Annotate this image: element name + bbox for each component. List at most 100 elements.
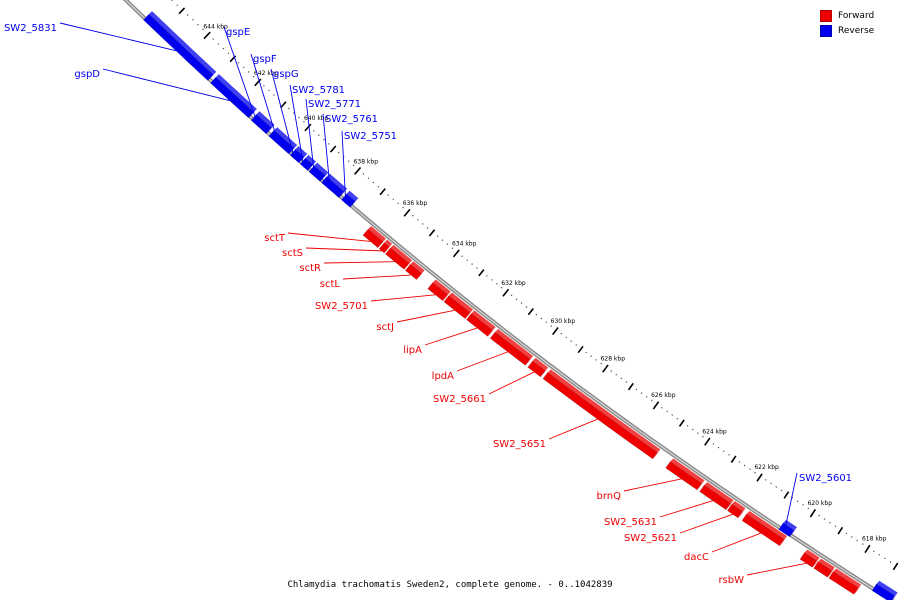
- ruler-minor-tick: [635, 388, 638, 391]
- gene-label-sctt: sctT: [264, 233, 286, 244]
- gene-rsbw: [799, 549, 820, 568]
- ruler-minor-tick: [248, 71, 250, 73]
- gene-depth-face: [876, 580, 898, 596]
- ruler-tick-label: 642 kbp: [254, 70, 279, 77]
- ruler-minor-tick: [585, 351, 587, 354]
- ruler-minor-tick: [535, 313, 538, 316]
- gene-label-gspg: gspG: [273, 69, 299, 80]
- ruler-minor-tick: [348, 160, 350, 162]
- gene-end-face: [207, 71, 217, 81]
- ruler-minor-tick: [243, 66, 245, 69]
- ruler-minor-tick: [367, 177, 370, 179]
- genome-caption: Chlamydia trachomatis Sweden2, complete …: [287, 580, 613, 590]
- ruler-minor-tick: [298, 116, 300, 119]
- gene-sw2-5701: [427, 279, 451, 302]
- gene-front-face: [289, 148, 305, 164]
- ruler-minor-tick: [338, 151, 340, 154]
- gene-sw2-5621: [727, 501, 746, 519]
- gene-label-sctl: sctL: [320, 279, 341, 290]
- gene-end-face: [812, 557, 820, 568]
- gene-depth-face: [432, 279, 451, 295]
- ruler-minor-tick: [222, 47, 225, 50]
- ruler-minor-tick: [466, 259, 468, 261]
- ruler-minor-tick: [303, 121, 305, 123]
- ruler-minor-tick: [661, 407, 663, 409]
- gene-label-dacc: dacC: [684, 552, 709, 563]
- ruler-minor-tick: [377, 186, 380, 188]
- gene-end-face: [266, 124, 275, 134]
- gene-sctt: [362, 226, 387, 249]
- ruler-minor-tick: [446, 243, 449, 245]
- ruler-minor-tick: [595, 359, 597, 361]
- ruler-minor-tick: [237, 62, 240, 64]
- ruler-minor-tick: [570, 340, 572, 342]
- ruler-minor-tick: [197, 24, 199, 26]
- gene-label-brnq: brnQ: [597, 491, 622, 502]
- gene-label-sw2-5621: SW2_5621: [624, 533, 677, 544]
- ruler-minor-tick: [862, 543, 864, 545]
- legend-reverse-label: Reverse: [838, 25, 875, 36]
- gene-front-face: [385, 247, 410, 270]
- gene-end-face: [384, 243, 393, 253]
- ruler-minor-tick: [829, 522, 831, 524]
- ruler-tick-label: 638 kbp: [354, 158, 379, 165]
- label-leader-line: [424, 327, 478, 346]
- ruler-minor-tick: [515, 298, 518, 300]
- gene-end-face: [416, 270, 425, 280]
- gene-depth-face: [495, 328, 534, 359]
- ruler-minor-tick: [402, 206, 404, 209]
- label-leader-line: [548, 418, 598, 440]
- ruler-minor-tick: [273, 94, 275, 96]
- ruler-tick-label: 632 kbp: [501, 280, 526, 287]
- ruler-minor-tick: [590, 355, 592, 357]
- ruler-minor-tick: [397, 202, 399, 205]
- gene-depth-face: [314, 162, 329, 176]
- gene-sw2-5591: [813, 558, 835, 578]
- ruler-tick-label: 618 kbp: [862, 535, 887, 542]
- ruler-minor-tick: [540, 317, 543, 320]
- gene-front-face: [813, 561, 833, 578]
- label-leader-line: [679, 513, 733, 534]
- ruler-major-tick: [602, 364, 609, 373]
- ruler-minor-tick: [501, 287, 503, 289]
- ruler-odd-tick: [279, 101, 287, 109]
- ruler-odd-tick: [379, 188, 386, 196]
- gene-end-face: [298, 153, 308, 163]
- ruler-major-tick: [756, 473, 763, 482]
- ruler-minor-tick: [392, 198, 394, 200]
- gene-front-face: [443, 295, 471, 320]
- gene-label-sw2-5651: SW2_5651: [493, 439, 546, 450]
- ruler-minor-tick: [676, 418, 678, 420]
- ruler-minor-tick: [780, 489, 783, 492]
- gene-front-face: [828, 571, 859, 595]
- gene-label-sw2-5781: SW2_5781: [292, 85, 345, 96]
- ruler-major-tick: [304, 123, 312, 132]
- ruler-odd-tick: [837, 526, 844, 535]
- ruler-minor-tick: [723, 450, 725, 452]
- gene-front-face: [321, 176, 345, 199]
- ruler-odd-tick: [478, 269, 485, 277]
- ruler-minor-tick: [186, 14, 189, 16]
- gene-end-face: [465, 309, 474, 319]
- gene-lipa: [466, 310, 496, 337]
- ruler-minor-tick: [217, 43, 219, 45]
- ruler-minor-tick: [807, 507, 809, 510]
- gene-end-face: [288, 145, 298, 155]
- ruler-minor-tick: [560, 332, 562, 335]
- legend-item-reverse: Reverse: [820, 23, 890, 38]
- ruler-major-tick: [403, 208, 411, 217]
- gene-depth-face: [818, 558, 835, 571]
- gene-depth-face: [833, 568, 862, 588]
- ruler-tick-label: 630 kbp: [551, 318, 576, 325]
- gene-depth-face: [731, 501, 746, 512]
- ruler-minor-tick: [362, 173, 365, 175]
- label-leader-line: [396, 309, 455, 323]
- gene-depth-face: [804, 549, 820, 561]
- gene-front-face: [741, 513, 785, 547]
- gene-front-face: [466, 313, 493, 337]
- ruler-major-tick: [354, 166, 362, 175]
- kbp-ruler: 644 kbp 642 kbp 640 kbp 638 kbp 636 kbp 634 k…: [171, 0, 899, 571]
- ruler-minor-tick: [545, 321, 547, 323]
- gene-depth-face: [149, 11, 217, 75]
